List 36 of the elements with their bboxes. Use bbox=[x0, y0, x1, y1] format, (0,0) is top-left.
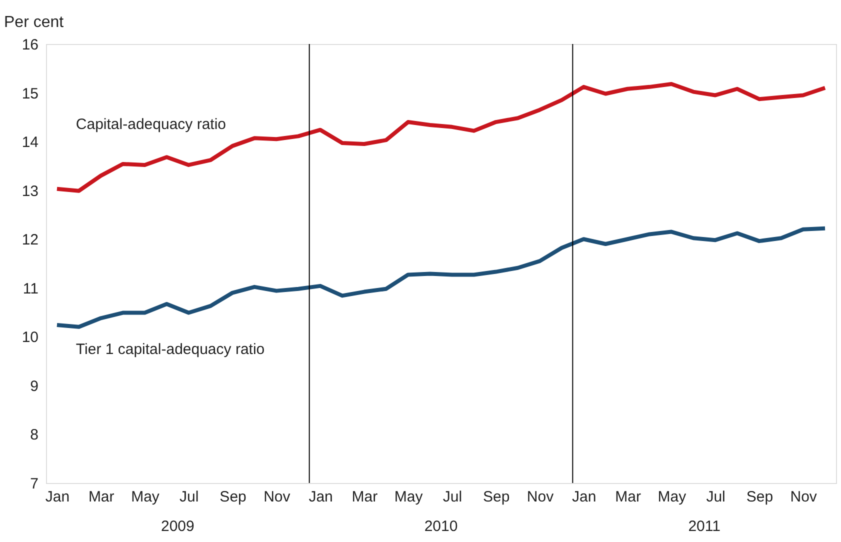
x-tick-label: Jan bbox=[572, 488, 596, 506]
y-tick-label: 15 bbox=[22, 85, 38, 102]
text: 2011 bbox=[688, 518, 720, 535]
x-tick-label: May bbox=[131, 488, 160, 506]
y-tick-label: 16 bbox=[22, 36, 38, 54]
x-tick-label: Nov bbox=[790, 488, 818, 506]
y-tick-label: 9 bbox=[30, 378, 38, 395]
x-tick-label: May bbox=[658, 488, 687, 506]
x-tick-label: Jan bbox=[308, 488, 333, 506]
x-tick-label: Mar bbox=[352, 488, 378, 506]
y-tick-label: 14 bbox=[22, 134, 38, 152]
y-axis-title: Per cent bbox=[4, 14, 64, 31]
x-tick-label: May bbox=[394, 488, 424, 506]
x-tick-label: Sep bbox=[746, 488, 774, 506]
y-tick-label: 10 bbox=[22, 329, 38, 346]
x-tick-label: Jan bbox=[45, 488, 70, 506]
x-tick-label: Sep bbox=[220, 488, 246, 506]
line-series bbox=[54, 82, 828, 193]
y-tick-label: 7 bbox=[30, 476, 38, 492]
y-tick-label: 11 bbox=[22, 280, 38, 298]
y-tick-label: 8 bbox=[30, 426, 38, 444]
text: 2010 bbox=[424, 518, 458, 535]
line-series bbox=[54, 226, 828, 329]
x-tick-label: Mar bbox=[88, 488, 114, 506]
x-tick-label: Nov bbox=[264, 488, 291, 506]
text: 2009 bbox=[160, 518, 194, 535]
x-tick-label: Jul bbox=[706, 488, 726, 506]
x-tick-label: Sep bbox=[483, 488, 510, 506]
y-tick-label: 13 bbox=[22, 182, 38, 200]
series-label: Tier 1 capital-adequacy ratio bbox=[76, 340, 265, 358]
y-tick-label: 12 bbox=[22, 232, 38, 249]
x-tick-label: Nov bbox=[526, 488, 554, 506]
x-tick-label: Jul bbox=[442, 488, 462, 506]
x-tick-label: Mar bbox=[615, 488, 641, 506]
series-label: Capital-adequacy ratio bbox=[76, 116, 226, 133]
x-tick-label: Jul bbox=[180, 488, 199, 506]
